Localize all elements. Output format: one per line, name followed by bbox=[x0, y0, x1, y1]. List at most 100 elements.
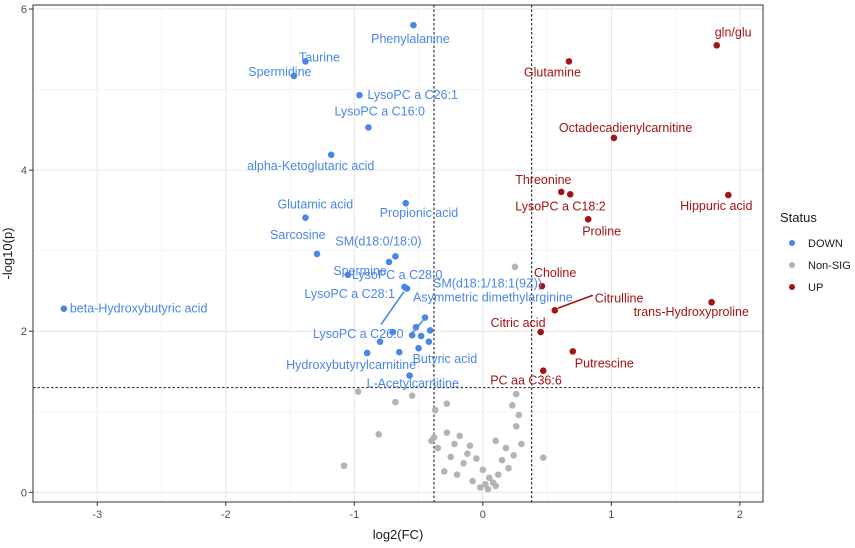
y-tick-label: 0 bbox=[21, 487, 27, 499]
data-point-non-sig bbox=[443, 429, 451, 437]
data-point-down bbox=[365, 124, 372, 131]
x-tick-label: -3 bbox=[92, 509, 102, 521]
data-point-non-sig bbox=[340, 462, 348, 470]
point-label-glutamine: Glutamine bbox=[524, 65, 581, 79]
point-label-spermine: Spermine bbox=[333, 264, 387, 278]
data-point-non-sig bbox=[456, 432, 463, 440]
data-point-down bbox=[327, 151, 335, 159]
data-point-non-sig bbox=[518, 440, 525, 448]
data-point-down bbox=[344, 271, 352, 279]
legend-label-non-sig: Non-SIG bbox=[808, 260, 851, 272]
point-label-spermidine: Spermidine bbox=[248, 65, 311, 79]
point-label-citrulline: Citrulline bbox=[595, 291, 644, 305]
x-tick-label: -1 bbox=[349, 509, 359, 521]
point-label-hippuric-acid: Hippuric acid bbox=[680, 199, 752, 213]
leader-line-citrulline bbox=[557, 294, 594, 310]
data-point-non-sig bbox=[440, 468, 448, 475]
data-point-non-sig bbox=[482, 480, 489, 488]
data-point-non-sig bbox=[511, 263, 519, 271]
data-point-non-sig bbox=[492, 437, 499, 445]
data-point-down bbox=[356, 91, 363, 99]
data-point-up bbox=[551, 306, 559, 314]
point-label-gln-glu: gln/glu bbox=[715, 25, 752, 39]
point-label-proline: Proline bbox=[582, 224, 621, 238]
x-tick-label: 2 bbox=[737, 509, 743, 521]
point-label-citric-acid: Citric acid bbox=[491, 316, 546, 330]
point-label-lysopc-a-c28-0: LysoPC a C28:0 bbox=[352, 268, 443, 282]
data-point-non-sig bbox=[375, 431, 383, 438]
data-point-down bbox=[395, 348, 403, 356]
data-point-non-sig bbox=[431, 406, 439, 414]
leader-line-sm-d18-1-18-1-9z bbox=[380, 291, 405, 325]
point-label-lysopc-a-c26-0: LysoPC a C26:0 bbox=[313, 327, 404, 341]
data-point-down bbox=[417, 332, 425, 340]
data-point-up bbox=[565, 58, 573, 65]
data-point-non-sig bbox=[466, 442, 474, 449]
legend-label-down: DOWN bbox=[808, 238, 843, 250]
x-tick-label: 1 bbox=[608, 509, 614, 521]
legend-label-up: UP bbox=[808, 282, 823, 294]
y-axis-ticks: 0 2 4 6 bbox=[21, 4, 33, 499]
point-label-lysopc-a-c16-0: LysoPC a C16:0 bbox=[334, 104, 425, 118]
data-point-down bbox=[421, 314, 429, 321]
point-label-glutamic-acid: Glutamic acid bbox=[277, 198, 353, 212]
point-label-trans-hydroxyproline: trans-Hydroxyproline bbox=[634, 305, 749, 319]
point-label-lysopc-a-c26-1: LysoPC a C26:1 bbox=[367, 88, 458, 102]
data-point-non-sig bbox=[447, 453, 454, 461]
data-point-non-sig bbox=[479, 466, 487, 474]
point-label-lysopc-a-c28-1: LysoPC a C28:1 bbox=[304, 287, 395, 301]
data-point-non-sig bbox=[505, 464, 512, 472]
data-point-down bbox=[302, 58, 309, 65]
point-label-alpha-ketoglutaric-acid: alpha-Ketoglutaric acid bbox=[247, 159, 374, 173]
x-tick-label: -2 bbox=[221, 509, 231, 521]
data-point-down bbox=[290, 72, 298, 80]
data-point-non-sig bbox=[434, 444, 442, 452]
y-tick-label: 6 bbox=[21, 4, 27, 16]
data-point-up bbox=[569, 348, 577, 355]
data-point-down bbox=[403, 285, 411, 292]
data-point-up bbox=[566, 190, 574, 198]
legend-title: Status bbox=[780, 210, 817, 225]
point-label-lysopc-a-c18-2: LysoPC a C18:2 bbox=[515, 199, 606, 213]
point-label-sm-d18-1-18-1-9z: SM(d18:1/18:1(9Z)) bbox=[433, 277, 542, 291]
data-point-non-sig bbox=[464, 450, 471, 457]
data-point-down bbox=[412, 323, 420, 331]
plot-panel-border bbox=[32, 4, 764, 503]
data-point-down bbox=[408, 331, 416, 339]
point-label-hydroxybutyrylcarnitine: Hydroxybutyrylcarnitine bbox=[286, 358, 416, 372]
data-point-down bbox=[302, 214, 309, 221]
grid bbox=[32, 5, 763, 502]
y-tick-label: 2 bbox=[21, 326, 27, 338]
data-point-up bbox=[708, 298, 715, 306]
point-label-asymmetric-dimethylarginine: Asymmetric dimethylarginine bbox=[413, 291, 573, 305]
point-label-putrescine: Putrescine bbox=[575, 356, 634, 370]
x-tick-label: 0 bbox=[480, 509, 486, 521]
legend-key-non-sig bbox=[789, 262, 795, 268]
point-label-l-acetylcarnitine: L-Acetylcarnitine bbox=[367, 377, 459, 391]
data-point-non-sig bbox=[460, 460, 467, 467]
data-points bbox=[60, 21, 732, 493]
data-point-down bbox=[389, 328, 397, 336]
data-point-down bbox=[406, 372, 413, 379]
data-point-down bbox=[313, 250, 321, 258]
data-point-down bbox=[363, 349, 371, 357]
data-point-non-sig bbox=[485, 474, 493, 482]
data-point-up bbox=[724, 191, 732, 199]
data-point-non-sig bbox=[469, 477, 476, 485]
data-point-non-sig bbox=[498, 456, 506, 464]
point-label-butyric-acid: Butyric acid bbox=[413, 352, 478, 366]
data-point-non-sig bbox=[512, 390, 520, 398]
data-point-non-sig bbox=[515, 411, 523, 419]
point-label-phenylalanine: Phenylalanine bbox=[371, 32, 450, 46]
x-axis-ticks: -3 -2 -1 0 1 2 bbox=[92, 502, 743, 521]
data-point-non-sig bbox=[428, 437, 435, 445]
data-point-non-sig bbox=[392, 398, 399, 406]
data-point-down bbox=[402, 199, 410, 207]
data-point-non-sig bbox=[494, 471, 502, 478]
point-label-propionic-acid: Propionic acid bbox=[380, 206, 459, 220]
data-point-down bbox=[385, 258, 393, 266]
data-point-up bbox=[713, 41, 721, 49]
data-point-down bbox=[60, 305, 68, 312]
data-point-non-sig bbox=[492, 482, 499, 490]
